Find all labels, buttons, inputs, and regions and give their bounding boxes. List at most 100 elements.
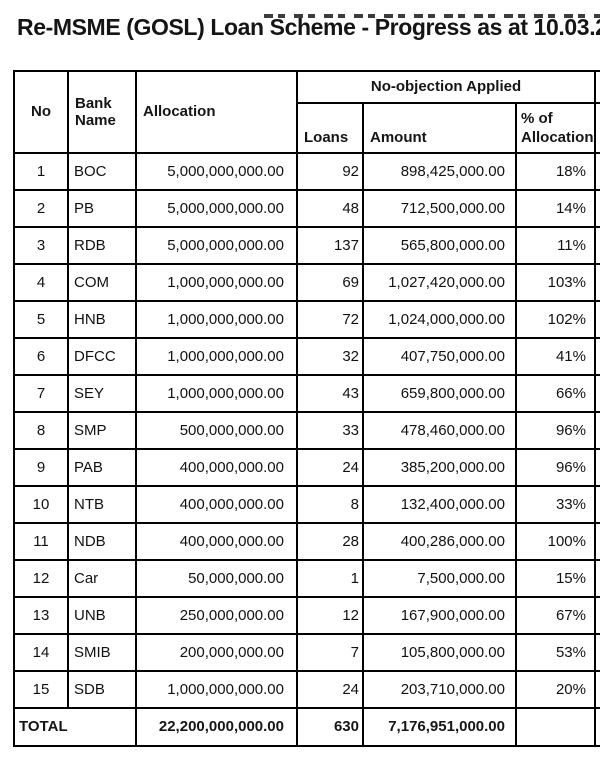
header-row-group: No Bank Name Allocation No-objection App…: [13, 69, 600, 154]
cell-no: 3: [13, 225, 69, 265]
cell-bank-name: RDB: [67, 225, 137, 265]
cell-bank-name: SEY: [67, 373, 137, 413]
cell-pct-of-allocation: 18%: [515, 151, 596, 191]
cell-partial: [594, 262, 600, 302]
cell-allocation: 250,000,000.00: [135, 595, 298, 635]
cell-partial: [594, 188, 600, 228]
cell-pct-of-allocation: 102%: [515, 299, 596, 339]
table-row: 7 SEY 1,000,000,000.00 43 659,800,000.00…: [13, 373, 600, 413]
column-header-loans: Loans: [296, 101, 364, 154]
cell-loans: 28: [296, 521, 364, 561]
cell-pct-of-allocation: 100%: [515, 521, 596, 561]
cell-pct-of-allocation: 15%: [515, 558, 596, 598]
table-row: 13 UNB 250,000,000.00 12 167,900,000.00 …: [13, 595, 600, 635]
cell-bank-name: HNB: [67, 299, 137, 339]
column-header-amount: Amount: [362, 101, 517, 154]
cell-partial: [594, 484, 600, 524]
column-header-no: No: [13, 69, 69, 154]
cell-no: 8: [13, 410, 69, 450]
cell-no: 10: [13, 484, 69, 524]
cell-loans: 1: [296, 558, 364, 598]
table-row: 9 PAB 400,000,000.00 24 385,200,000.00 9…: [13, 447, 600, 487]
table-row: 4 COM 1,000,000,000.00 69 1,027,420,000.…: [13, 262, 600, 302]
cell-bank-name: SDB: [67, 669, 137, 709]
cell-bank-name: PB: [67, 188, 137, 228]
loan-scheme-progress-table: No Bank Name Allocation No-objection App…: [13, 69, 600, 747]
partial-next-group-header: [594, 69, 600, 104]
cell-amount: 1,024,000,000.00: [362, 299, 517, 339]
cell-no: 13: [13, 595, 69, 635]
cell-loans: 24: [296, 447, 364, 487]
cell-loans: 69: [296, 262, 364, 302]
cell-partial: [594, 299, 600, 339]
cell-loans: 43: [296, 373, 364, 413]
cell-partial: [594, 521, 600, 561]
cell-allocation: 1,000,000,000.00: [135, 299, 298, 339]
total-row: TOTAL 22,200,000,000.00 630 7,176,951,00…: [13, 706, 600, 747]
cell-amount: 565,800,000.00: [362, 225, 517, 265]
cell-loans: 137: [296, 225, 364, 265]
cell-loans: 8: [296, 484, 364, 524]
header-row-sub: Loans Amount % of Allocation: [14, 101, 600, 154]
cell-partial: [594, 447, 600, 487]
cell-no: 5: [13, 299, 69, 339]
cell-no: 6: [13, 336, 69, 376]
cell-pct-of-allocation: 20%: [515, 669, 596, 709]
cell-no: 4: [13, 262, 69, 302]
cell-partial: [594, 225, 600, 265]
cell-pct-of-allocation: 103%: [515, 262, 596, 302]
cell-bank-name: DFCC: [67, 336, 137, 376]
cell-allocation: 1,000,000,000.00: [135, 262, 298, 302]
table-header: No Bank Name Allocation No-objection App…: [13, 69, 600, 154]
cell-loans: 32: [296, 336, 364, 376]
column-header-pct-of-allocation: % of Allocation: [515, 101, 596, 154]
cell-no: 2: [13, 188, 69, 228]
cell-allocation: 1,000,000,000.00: [135, 373, 298, 413]
cell-bank-name: SMP: [67, 410, 137, 450]
total-loans: 630: [296, 706, 364, 747]
cell-allocation: 200,000,000.00: [135, 632, 298, 672]
cell-pct-of-allocation: 53%: [515, 632, 596, 672]
table-footer: TOTAL 22,200,000,000.00 630 7,176,951,00…: [13, 706, 600, 747]
cell-allocation: 400,000,000.00: [135, 484, 298, 524]
page-title: Re-MSME (GOSL) Loan Scheme - Progress as…: [17, 14, 600, 40]
cell-bank-name: UNB: [67, 595, 137, 635]
cell-allocation: 5,000,000,000.00: [135, 151, 298, 191]
cell-bank-name: PAB: [67, 447, 137, 487]
cell-loans: 48: [296, 188, 364, 228]
cell-pct-of-allocation: 67%: [515, 595, 596, 635]
cell-amount: 132,400,000.00: [362, 484, 517, 524]
table-row: 5 HNB 1,000,000,000.00 72 1,024,000,000.…: [13, 299, 600, 339]
cell-bank-name: Car: [67, 558, 137, 598]
cell-partial: [594, 373, 600, 413]
cropped-text-fragment: [264, 14, 600, 18]
total-pct-of-allocation: [515, 706, 596, 747]
table-row: 2 PB 5,000,000,000.00 48 712,500,000.00 …: [13, 188, 600, 228]
cell-loans: 92: [296, 151, 364, 191]
cell-amount: 203,710,000.00: [362, 669, 517, 709]
cell-allocation: 50,000,000.00: [135, 558, 298, 598]
cell-bank-name: SMIB: [67, 632, 137, 672]
table-row: 3 RDB 5,000,000,000.00 137 565,800,000.0…: [13, 225, 600, 265]
cell-no: 15: [13, 669, 69, 709]
cell-amount: 385,200,000.00: [362, 447, 517, 487]
cell-no: 9: [13, 447, 69, 487]
cell-partial: [594, 558, 600, 598]
cell-loans: 7: [296, 632, 364, 672]
table-row: 6 DFCC 1,000,000,000.00 32 407,750,000.0…: [13, 336, 600, 376]
cell-bank-name: NDB: [67, 521, 137, 561]
total-allocation: 22,200,000,000.00: [135, 706, 298, 747]
cell-amount: 7,500,000.00: [362, 558, 517, 598]
cell-no: 11: [13, 521, 69, 561]
cell-partial: [594, 595, 600, 635]
cell-partial: [594, 632, 600, 672]
cell-allocation: 1,000,000,000.00: [135, 669, 298, 709]
cell-amount: 167,900,000.00: [362, 595, 517, 635]
cell-no: 7: [13, 373, 69, 413]
cell-amount: 105,800,000.00: [362, 632, 517, 672]
total-label: TOTAL: [13, 706, 137, 747]
table-body: 1 BOC 5,000,000,000.00 92 898,425,000.00…: [13, 151, 600, 709]
cell-loans: 24: [296, 669, 364, 709]
cell-amount: 1,027,420,000.00: [362, 262, 517, 302]
cell-pct-of-allocation: 33%: [515, 484, 596, 524]
